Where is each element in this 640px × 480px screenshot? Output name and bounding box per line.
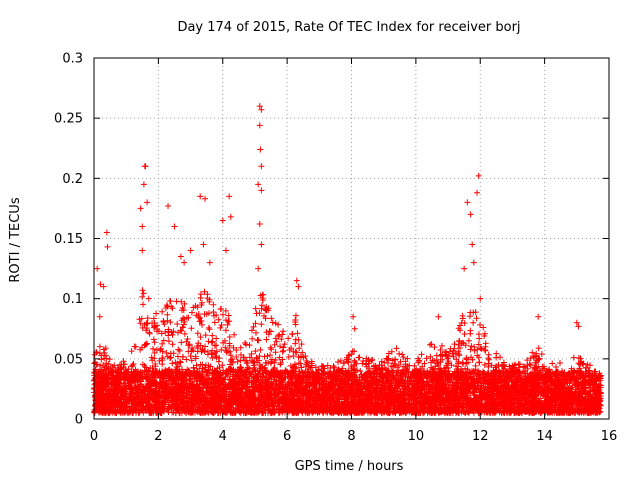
- roti-point: [330, 368, 337, 375]
- grid-layer: [94, 58, 609, 419]
- roti-point: [357, 368, 364, 375]
- points-layer: [91, 103, 604, 416]
- roti-point: [557, 359, 564, 366]
- chart-title: Day 174 of 2015, Rate Of TEC Index for r…: [177, 20, 520, 35]
- roti-point: [549, 360, 556, 367]
- roti-point: [193, 362, 200, 369]
- roti-point: [459, 359, 466, 366]
